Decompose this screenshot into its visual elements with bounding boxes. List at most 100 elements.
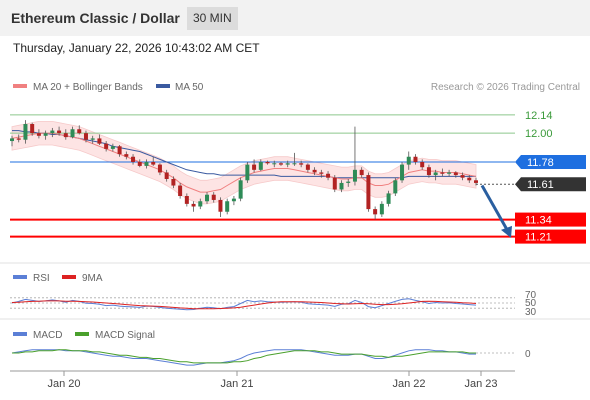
candle-body <box>77 129 82 134</box>
rsi-tick-70: 70 <box>525 290 537 301</box>
candle-body <box>373 209 378 215</box>
candle-body <box>400 164 405 181</box>
candle-body <box>211 194 216 200</box>
x-axis-tick-label: Jan 21 <box>220 378 253 390</box>
candle-body <box>90 138 95 140</box>
ma50-legend-swatch <box>156 84 170 88</box>
x-axis-tick-label: Jan 22 <box>392 378 425 390</box>
candle-body <box>339 182 344 190</box>
candle-body <box>231 198 236 202</box>
candle-body <box>43 133 48 136</box>
candle-body <box>63 133 68 138</box>
support-label-bg <box>515 212 586 227</box>
candle-body <box>346 181 351 183</box>
candle-body <box>218 199 223 212</box>
timeframe-badge[interactable]: 30 MIN <box>187 7 238 30</box>
rsi-ma-legend-label: 9MA <box>82 273 103 284</box>
candle-body <box>326 173 331 178</box>
candle-body <box>191 203 196 207</box>
macd-legend-swatch <box>13 332 27 336</box>
candle-body <box>198 201 203 207</box>
ma20-legend-label: MA 20 + Bollinger Bands <box>33 82 143 93</box>
candle-body <box>245 164 250 181</box>
candle-body <box>10 138 14 142</box>
macd-panel: MACD MACD Signal 0 <box>11 330 531 366</box>
resistance-label: 12.14 <box>525 110 553 122</box>
candle-body <box>265 161 270 164</box>
candle-body <box>131 156 136 162</box>
instrument-title: Ethereum Classic / Dollar <box>11 10 180 26</box>
forecast-arrow-head <box>501 225 512 238</box>
rsi-tick-50: 50 <box>525 298 537 309</box>
candle-body <box>332 177 337 190</box>
candle-body <box>460 175 465 178</box>
candle-body <box>413 156 418 162</box>
price-levels <box>10 114 515 238</box>
candle-body <box>406 156 411 165</box>
level-labels: 12.14 12.00 11.78 11.61 11.34 11.21 <box>515 110 586 244</box>
rsi-lines <box>10 297 515 311</box>
chart-header: Ethereum Classic / Dollar 30 MIN <box>0 0 590 36</box>
candle-body <box>225 201 230 212</box>
candle-body <box>238 180 243 199</box>
bollinger-band-area <box>11 121 477 205</box>
candle-body <box>151 161 156 165</box>
candle-body <box>440 172 445 174</box>
moving-averages <box>11 130 477 193</box>
ma50-legend-label: MA 50 <box>175 82 204 93</box>
candle-body <box>305 164 310 170</box>
candle-body <box>426 167 431 176</box>
candle-body <box>171 179 176 186</box>
ma20-legend-swatch <box>13 84 27 88</box>
candle-body <box>178 185 183 197</box>
candle-body <box>420 161 425 168</box>
macd-line <box>11 349 476 366</box>
candle-body <box>447 172 452 174</box>
bollinger-bands <box>11 121 477 205</box>
rsi-legend-swatch <box>13 275 27 279</box>
macd-legend-label: MACD <box>33 330 62 341</box>
candle-body <box>433 172 438 176</box>
candle-body <box>110 146 115 149</box>
candle-body <box>366 175 371 210</box>
x-axis-tick-label: Jan 23 <box>464 378 497 390</box>
candle-body <box>379 203 384 215</box>
candle-body <box>474 180 478 183</box>
rsi-line <box>11 298 477 311</box>
resistance-label: 12.00 <box>525 128 553 140</box>
macd-lines <box>11 349 515 366</box>
rsi-ma-line <box>11 300 477 310</box>
rsi-tick-30: 30 <box>525 307 537 318</box>
candle-body <box>352 169 357 182</box>
rsi-panel: RSI 9MA 70 50 30 <box>10 273 537 318</box>
candle-body <box>184 196 189 204</box>
candle-body <box>50 130 55 134</box>
current-price-label: 11.61 <box>527 179 554 191</box>
candle-body <box>57 130 62 134</box>
candle-body <box>124 154 129 157</box>
candle-body <box>104 143 109 149</box>
pivot-label: 11.78 <box>527 157 554 169</box>
ma50-line <box>12 130 476 179</box>
candle-body <box>23 124 28 140</box>
candlesticks <box>10 120 478 220</box>
candle-body <box>36 133 41 136</box>
candle-body <box>137 161 142 166</box>
macd-signal-legend-label: MACD Signal <box>95 330 155 341</box>
candle-body <box>258 161 263 170</box>
candle-body <box>386 193 391 204</box>
macd-tick-0: 0 <box>525 349 531 360</box>
candle-body <box>16 138 21 140</box>
candle-body <box>117 146 122 155</box>
candle-body <box>30 124 35 134</box>
x-axis-tick-label: Jan 20 <box>47 378 80 390</box>
candle-body <box>83 133 88 140</box>
candle-body <box>319 172 324 174</box>
candle-body <box>278 163 283 165</box>
x-axis: Jan 20 Jan 21 Jan 22 Jan 23 <box>10 370 515 390</box>
candle-body <box>292 163 297 165</box>
price-legend: MA 20 + Bollinger Bands MA 50 Research ©… <box>13 82 580 93</box>
candle-body <box>97 138 102 144</box>
macd-signal-line <box>12 349 476 364</box>
